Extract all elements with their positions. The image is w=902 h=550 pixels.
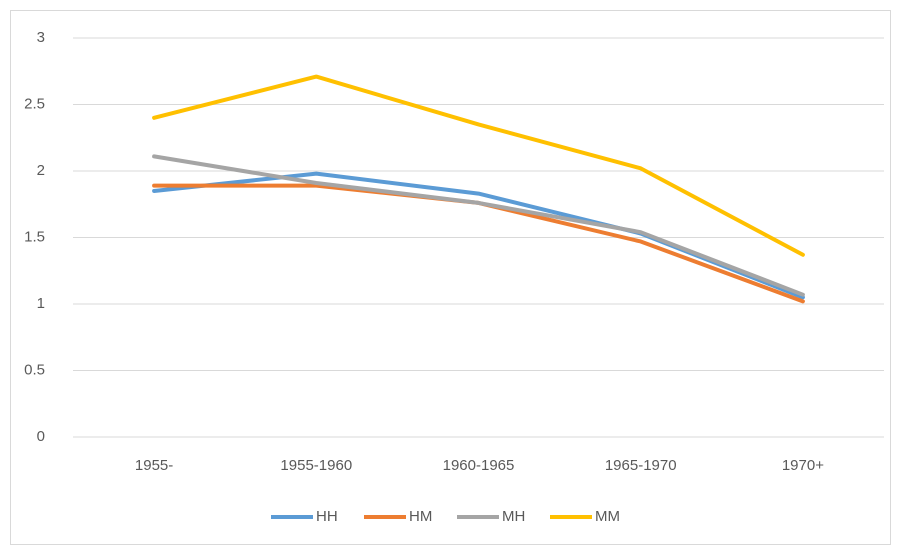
y-tick-label: 1.5 <box>24 228 45 245</box>
legend-label: MH <box>502 508 525 525</box>
x-tick-label: 1955-1960 <box>280 457 352 474</box>
legend-label: HH <box>316 508 338 525</box>
y-tick-label: 3 <box>37 29 45 46</box>
legend-label: MM <box>595 508 620 525</box>
legend-label: HM <box>409 508 432 525</box>
y-tick-label: 2.5 <box>24 95 45 112</box>
x-tick-label: 1955- <box>135 457 173 474</box>
x-tick-label: 1965-1970 <box>605 457 677 474</box>
series-line <box>152 154 805 297</box>
series-line <box>152 74 805 257</box>
x-tick-label: 1960-1965 <box>443 457 515 474</box>
y-tick-label: 0.5 <box>24 361 45 378</box>
y-tick-label: 2 <box>37 162 45 179</box>
y-tick-label: 1 <box>37 295 45 312</box>
x-tick-label: 1970+ <box>782 457 824 474</box>
y-tick-label: 0 <box>37 428 45 445</box>
